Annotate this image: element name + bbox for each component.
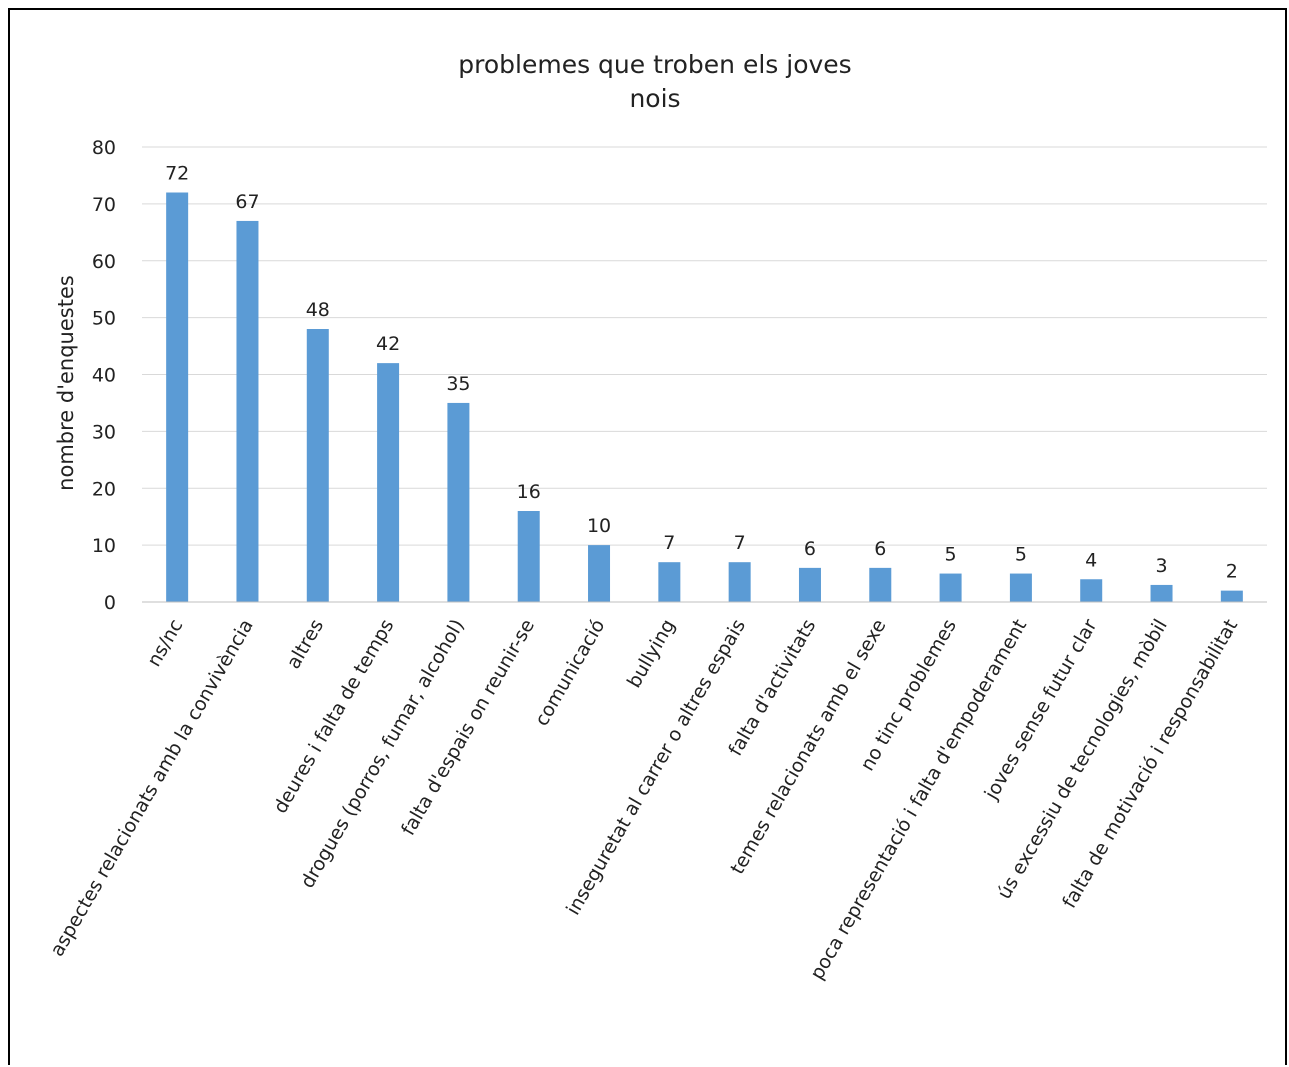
gridlines: [142, 146, 1267, 546]
y-tick-label: 20: [92, 478, 116, 500]
data-label: 5: [1015, 544, 1027, 566]
bar: [869, 567, 892, 602]
chart-title: problemes que troben els joves: [458, 50, 851, 79]
data-label: 16: [517, 481, 541, 503]
x-tick-label: comunicació: [531, 616, 610, 730]
data-labels: 72 67 48 42 35 16 10 7 7 6 6 5 5 4 3 2: [165, 163, 1238, 583]
bar: [166, 192, 189, 602]
y-tick-label: 30: [92, 421, 116, 443]
y-tick-label: 60: [92, 251, 116, 273]
y-tick-label: 0: [104, 592, 116, 614]
bar: [658, 562, 681, 602]
chart-subtitle: nois: [629, 84, 680, 113]
bar: [939, 573, 962, 602]
y-tick-label: 50: [92, 308, 116, 330]
bar: [306, 329, 329, 602]
bar: [1080, 579, 1103, 602]
bar: [377, 363, 400, 602]
chart-frame: problemes que troben els joves nois nomb…: [8, 8, 1287, 1065]
y-tick-label: 70: [92, 194, 116, 216]
data-label: 7: [663, 532, 675, 554]
bar-chart: problemes que troben els joves nois nomb…: [46, 50, 1267, 984]
data-label: 42: [376, 333, 400, 355]
y-tick-label: 10: [92, 535, 116, 557]
bar: [1220, 590, 1243, 602]
x-tick-label: aspectes relacionats amb la convivència: [46, 616, 258, 961]
bar: [517, 511, 540, 602]
x-tick-label: altres: [282, 616, 328, 673]
data-label: 7: [734, 532, 746, 554]
data-label: 72: [165, 163, 189, 185]
y-axis-ticks: 0 10 20 30 40 50 60 70 80: [92, 137, 116, 614]
data-label: 35: [446, 373, 470, 395]
x-tick-label: deures i falta de temps: [269, 616, 398, 818]
bar: [1150, 584, 1173, 602]
y-axis-label: nombre d'enquestes: [54, 275, 78, 491]
data-label: 6: [874, 538, 886, 560]
x-tick-label: ns/nc: [143, 616, 187, 671]
bars: [166, 192, 1243, 602]
data-label: 2: [1226, 561, 1238, 583]
bar: [728, 562, 751, 602]
data-label: 10: [587, 515, 611, 537]
bar: [236, 220, 259, 602]
y-tick-label: 40: [92, 365, 116, 387]
data-label: 3: [1155, 555, 1167, 577]
data-label: 67: [235, 191, 259, 213]
bar: [1009, 573, 1032, 602]
data-label: 5: [945, 544, 957, 566]
bar: [588, 545, 611, 602]
data-label: 48: [306, 299, 330, 321]
data-label: 6: [804, 538, 816, 560]
data-label: 4: [1085, 549, 1097, 571]
bar: [447, 402, 470, 602]
x-tick-label: bullying: [623, 616, 680, 692]
x-tick-label: falta d'espais on reunir-se: [397, 616, 539, 840]
y-tick-label: 80: [92, 137, 116, 159]
bar: [798, 567, 821, 602]
